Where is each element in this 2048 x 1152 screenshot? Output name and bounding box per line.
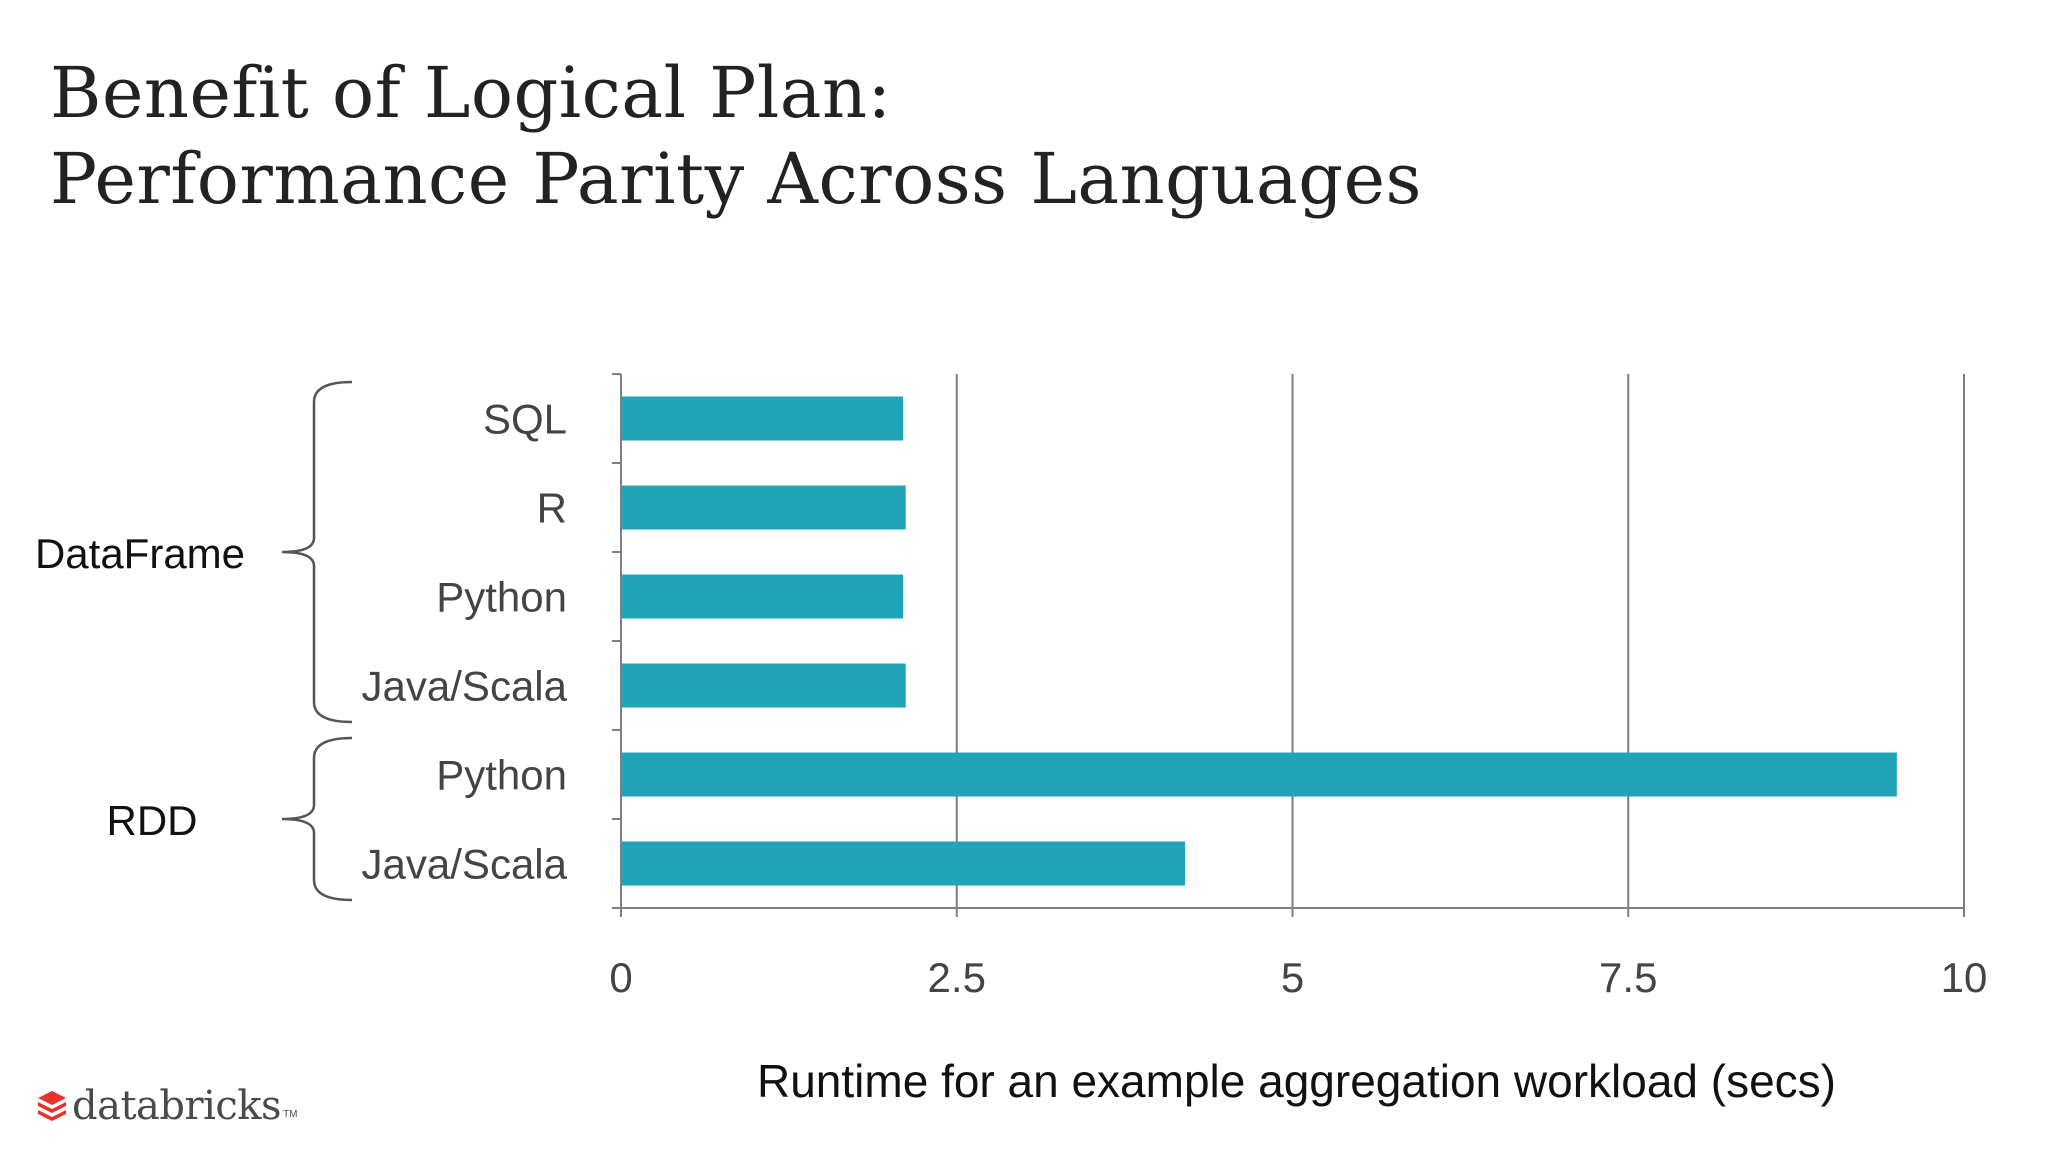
logo-trademark: TM [283, 1109, 298, 1120]
group-label-0: DataFrame [35, 530, 245, 577]
category-label-1: R [537, 485, 567, 532]
category-label-4: Python [436, 752, 567, 799]
axes [612, 373, 1965, 917]
bar-2 [621, 574, 904, 619]
x-axis-title: Runtime for an example aggregation workl… [757, 1055, 1836, 1107]
x-tick-label-3: 7.5 [1599, 954, 1657, 1001]
group-brackets: DataFrame RDD [35, 380, 353, 902]
group-bracket-1 [281, 736, 353, 902]
slide-title-line-1: Benefit of Logical Plan: [50, 52, 892, 134]
slide-title: Benefit of Logical Plan: Performance Par… [50, 50, 1422, 222]
databricks-logo-icon [38, 1091, 66, 1121]
x-tick-label-0: 0 [609, 954, 632, 1001]
category-label-3: Java/Scala [362, 663, 568, 710]
logo-wordmark: databricks [72, 1083, 282, 1129]
bar-1 [621, 485, 906, 530]
bars [621, 396, 1897, 886]
group-label-1: RDD [107, 797, 198, 844]
bar-0 [621, 396, 904, 441]
group-bracket-0 [281, 380, 353, 724]
bar-3 [621, 663, 906, 708]
category-label-0: SQL [483, 396, 567, 443]
slide-title-line-2: Performance Parity Across Languages [50, 138, 1422, 220]
labels: 0 2.5 5 7.5 10 SQL R Python Java/Scala Python Java… [362, 396, 1988, 1108]
databricks-logo: databricks TM [36, 1084, 298, 1128]
bar-5 [621, 841, 1186, 886]
gridlines [955, 374, 1965, 908]
category-label-2: Python [436, 574, 567, 621]
category-label-5: Java/Scala [362, 841, 568, 888]
bar-4 [621, 752, 1897, 797]
x-tick-label-2: 5 [1281, 954, 1304, 1001]
x-tick-label-4: 10 [1941, 954, 1988, 1001]
x-tick-label-1: 2.5 [928, 954, 986, 1001]
